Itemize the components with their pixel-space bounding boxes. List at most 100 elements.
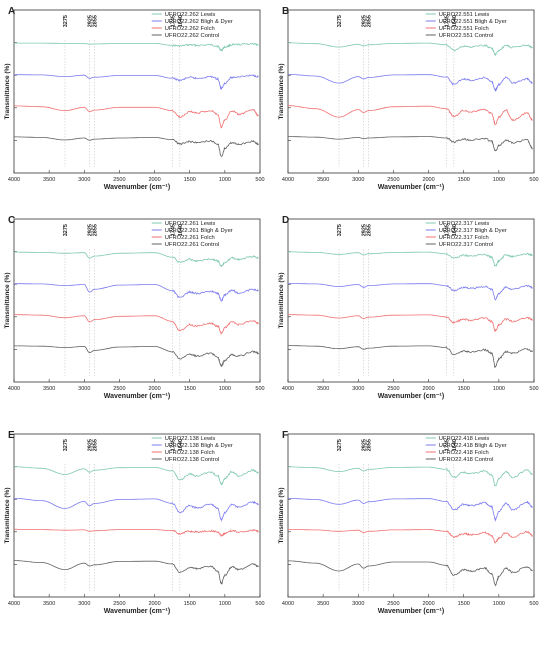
x-tick-label: 4000 (282, 601, 294, 607)
peak-label: 3275 (63, 15, 69, 27)
panel-C: C Transmittance (%) 4000 3500 3000 2500 2000 15… (4, 215, 265, 400)
legend-entry: UFRO22.262 Bligh & Dyer (165, 19, 233, 25)
x-tick-label: 1000 (219, 386, 231, 392)
x-tick-label: 1500 (458, 601, 470, 607)
x-tick-label: 2500 (387, 386, 399, 392)
panel-F: F Transmittance (%) 4000 3500 3000 2500 2000 15… (278, 430, 539, 615)
x-tick-label: 2000 (148, 177, 160, 183)
peak-label: 2925 (88, 224, 94, 236)
peak-label: 1640 (452, 15, 458, 27)
y-axis-label: Transmittance (%) (4, 488, 11, 544)
legend-entry: UFRO22.551 Folch (439, 26, 489, 32)
legend-entry: UFRO22.138 Bligh & Dyer (165, 443, 233, 449)
x-tick-label: 1000 (219, 601, 231, 607)
series-line (287, 105, 533, 126)
series-line (14, 560, 259, 585)
panel-letter: E (8, 430, 15, 441)
series-line (14, 283, 259, 302)
peak-label: 2855 (366, 15, 372, 27)
x-tick-label: 2000 (148, 386, 160, 392)
peak-label: 2925 (88, 15, 94, 27)
series-line (14, 105, 259, 129)
plot-frame (287, 9, 535, 174)
peak-label: 2855 (366, 439, 372, 451)
panel-D: D Transmittance (%) 4000 3500 3000 2500 2000 15… (278, 215, 539, 400)
plot-frame (13, 9, 261, 174)
x-tick-label: 1000 (493, 386, 505, 392)
x-tick-label: 1500 (458, 177, 470, 183)
series-line (288, 560, 533, 587)
panel-letter: C (8, 215, 15, 226)
legend-entry: UFRO22.551 Control (439, 33, 493, 39)
x-axis-label: Wavenumber (cm⁻¹) (378, 608, 444, 615)
series-line (287, 466, 533, 487)
peak-label: 1640 (452, 439, 458, 451)
peak-label: 1640 (452, 224, 458, 236)
series-line (14, 314, 259, 336)
plot-frame (13, 433, 261, 598)
peak-label: 2925 (362, 439, 368, 451)
series-line (14, 251, 259, 267)
series-line (14, 74, 259, 91)
legend-entry: UFRO22.317 Folch (439, 235, 489, 241)
x-tick-label: 3500 (317, 386, 329, 392)
x-tick-label: 500 (529, 177, 538, 183)
x-tick-label: 4000 (282, 177, 294, 183)
x-tick-label: 3500 (43, 177, 55, 183)
x-tick-label: 4000 (8, 177, 20, 183)
x-tick-label: 3500 (317, 601, 329, 607)
panel-E: E Transmittance (%) 4000 3500 3000 2500 2000 15… (4, 430, 265, 615)
x-tick-label: 3500 (317, 177, 329, 183)
legend-entry: UFRO22.261 Control (165, 242, 219, 248)
x-axis-label: Wavenumber (cm⁻¹) (378, 184, 444, 191)
series-line (288, 74, 533, 92)
peak-label: 1745 (444, 224, 450, 236)
peak-label: 2925 (88, 439, 94, 451)
y-axis-label: Transmittance (%) (278, 64, 285, 120)
x-tick-label: 1500 (458, 386, 470, 392)
panel-letter: B (282, 6, 289, 17)
panel-A: A Transmittance (%) 4000 3500 3000 2500 2000 15… (4, 6, 265, 191)
peak-label: 2925 (362, 15, 368, 27)
series-line (14, 136, 259, 157)
x-tick-label: 1000 (219, 177, 231, 183)
y-axis-label: Transmittance (%) (4, 64, 11, 120)
peak-label: 2855 (92, 439, 98, 451)
x-tick-label: 2000 (422, 386, 434, 392)
x-tick-label: 3000 (352, 177, 364, 183)
x-tick-label: 1000 (493, 601, 505, 607)
x-tick-label: 2000 (422, 177, 434, 183)
series-line (288, 136, 533, 152)
x-tick-label: 500 (529, 386, 538, 392)
series-line (14, 345, 259, 368)
legend-entry: UFRO22.262 Folch (165, 26, 215, 32)
peak-label: 1745 (444, 439, 450, 451)
peak-label: 1745 (170, 15, 176, 27)
series-line (288, 498, 533, 523)
plot-frame (287, 218, 535, 383)
x-tick-label: 1000 (493, 177, 505, 183)
panel-B: B Transmittance (%) 4000 3500 3000 2500 2000 15… (278, 6, 539, 191)
peak-label: 2925 (362, 224, 368, 236)
legend-entry: UFRO22.138 Control (165, 457, 219, 463)
legend-entry: UFRO22.418 Bligh & Dyer (439, 443, 507, 449)
legend-entry: UFRO22.418 Control (439, 457, 493, 463)
peak-label: 1745 (444, 15, 450, 27)
legend-entry: UFRO22.138 Lewis (165, 436, 216, 442)
legend-entry: UFRO22.317 Bligh & Dyer (439, 228, 507, 234)
plot-frame (13, 218, 261, 383)
peak-label: 3275 (337, 439, 343, 451)
legend-entry: UFRO22.317 Lewis (439, 221, 490, 227)
x-tick-label: 3500 (43, 386, 55, 392)
series-line (287, 42, 533, 57)
x-tick-label: 4000 (282, 386, 294, 392)
series-line (288, 283, 533, 301)
x-axis-label: Wavenumber (cm⁻¹) (378, 393, 444, 400)
legend-entry: UFRO22.317 Control (439, 242, 493, 248)
panel-letter: D (282, 215, 289, 226)
peak-label: 1640 (178, 15, 184, 27)
x-tick-label: 2000 (148, 601, 160, 607)
plot-frame (287, 433, 535, 598)
